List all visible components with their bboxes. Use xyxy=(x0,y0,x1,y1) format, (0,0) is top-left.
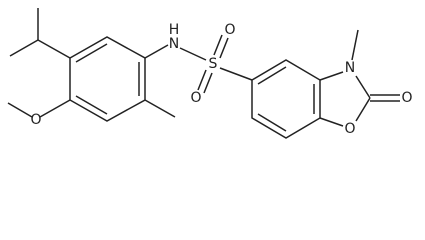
atom-label: O xyxy=(190,90,201,106)
atom-label: N xyxy=(345,60,355,76)
atom-labels: N H S O O O N O O xyxy=(30,22,412,137)
atom-label: O xyxy=(224,22,235,38)
atom-label: O xyxy=(401,90,412,106)
atom-label: O xyxy=(30,112,41,128)
page: N H S O O O N O O (() => { const data = … xyxy=(7,8,413,139)
molecule: N H S O O O N O O xyxy=(7,8,413,139)
atom-label: H xyxy=(169,22,180,38)
atom-label: S xyxy=(209,56,218,72)
bonds xyxy=(7,8,400,139)
atom-label: O xyxy=(344,121,355,137)
atom-label: N xyxy=(169,36,179,52)
